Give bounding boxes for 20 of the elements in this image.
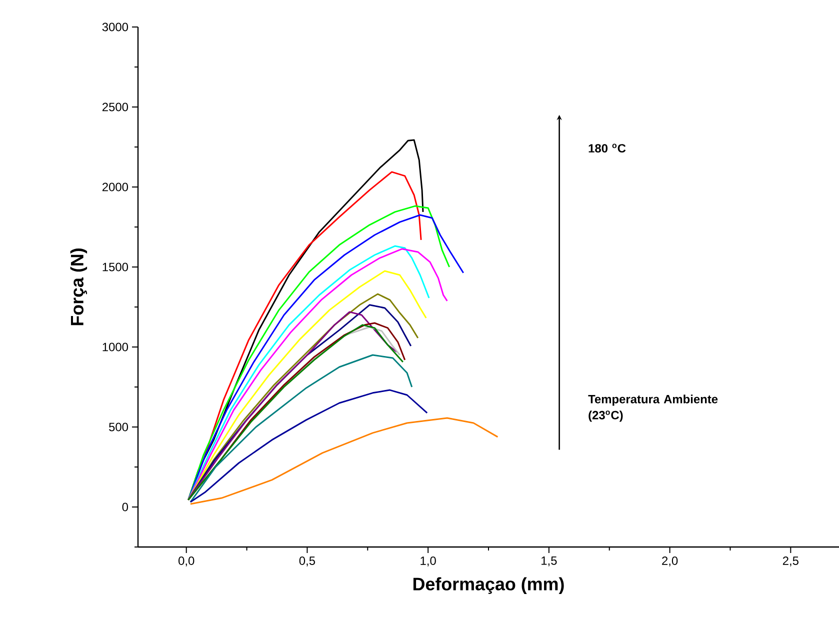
x-tick-label: 1,0 [420,556,436,566]
x-tick-label: 1,5 [542,556,557,566]
line-series [190,417,498,505]
y-axis-title: Força (N) [70,248,88,326]
line-series [190,389,428,503]
line-series [190,354,413,503]
y-tick-label: 2500 [102,102,128,112]
y-tick-label: 2000 [102,182,128,192]
y-tick-label: 3000 [102,22,128,32]
y-tick-label: 0 [122,502,128,512]
x-axis-title: Deformaçao (mm) [413,577,564,594]
y-tick-label: 1500 [102,262,128,272]
x-tick-label: 0,5 [299,556,316,566]
y-tick-label: 1000 [102,342,128,352]
x-tick-label: 2,0 [662,556,678,566]
x-tick-label: 2,5 [782,556,798,566]
x-tick-label: 0,0 [178,556,194,566]
y-tick-label: 500 [109,422,128,432]
annotation: Temperatura Ambiente (23$^{o}$C) [588,394,718,422]
annotation: 180 $^{o}$C [588,144,626,153]
